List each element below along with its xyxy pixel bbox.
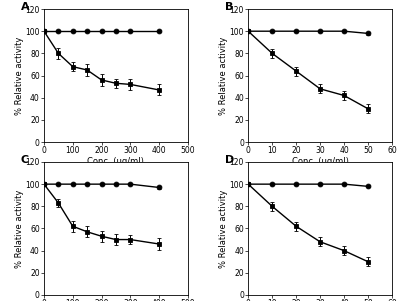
- Text: A: A: [21, 2, 30, 12]
- X-axis label: Conc. (μg/ml): Conc. (μg/ml): [88, 157, 144, 166]
- Text: B: B: [225, 2, 234, 12]
- Legend: Solvent control, Galantamine: Solvent control, Galantamine: [249, 175, 383, 184]
- Text: D: D: [225, 155, 234, 165]
- Y-axis label: % Relative activity: % Relative activity: [219, 36, 228, 115]
- Text: C: C: [21, 155, 29, 165]
- Legend: Solvent control, M. oppositifolia: Solvent control, M. oppositifolia: [45, 175, 187, 184]
- X-axis label: Conc. (μg/ml): Conc. (μg/ml): [292, 157, 348, 166]
- Y-axis label: % Relative activity: % Relative activity: [219, 189, 228, 268]
- Y-axis label: % Relative activity: % Relative activity: [15, 36, 24, 115]
- Y-axis label: % Relative activity: % Relative activity: [15, 189, 24, 268]
